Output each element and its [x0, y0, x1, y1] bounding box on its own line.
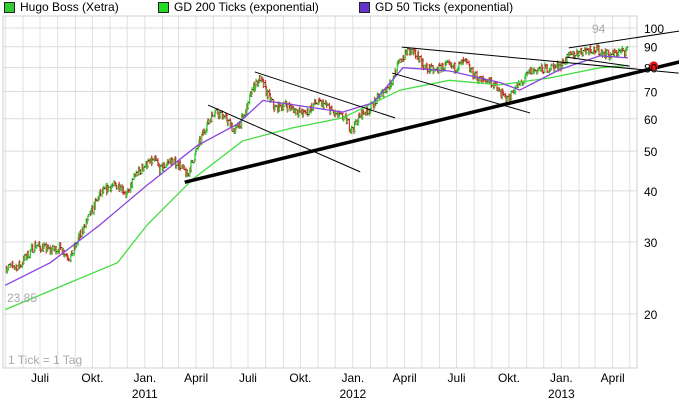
x-tick-label: Juli — [239, 371, 257, 385]
gd50-line — [4, 55, 629, 286]
legend-swatch-price — [4, 1, 15, 13]
trend-line — [184, 60, 679, 184]
x-tick-label: Juli — [448, 371, 466, 385]
moving-averages — [4, 55, 629, 311]
axes: 20 30 40 50 60 70 80 90 100 Juli Okt. Jan. 2011 April… — [31, 22, 664, 401]
trend-lines — [184, 30, 679, 184]
min-price-label: 23,85 — [7, 291, 37, 305]
y-tick-label: 100 — [644, 22, 664, 36]
x-tick-label: Okt. — [81, 371, 103, 385]
plot-border — [2, 15, 638, 369]
x-year-label: 2013 — [548, 387, 575, 401]
y-tick-label: 50 — [644, 145, 658, 159]
x-tick-label: Okt. — [289, 371, 311, 385]
x-tick-label: Jan. — [550, 371, 573, 385]
legend: Hugo Boss (Xetra) GD 200 Ticks (exponent… — [0, 0, 679, 14]
y-tick-label: 30 — [644, 236, 658, 250]
trend-line — [391, 72, 531, 114]
trend-line — [401, 46, 679, 74]
current-price-marker — [649, 61, 659, 71]
price-bars — [5, 44, 629, 274]
x-tick-label: Okt. — [498, 371, 520, 385]
x-tick-label: Juli — [31, 371, 49, 385]
legend-label-gd200: GD 200 Ticks (exponential) — [174, 0, 319, 14]
tick-note: 1 Tick = 1 Tag — [8, 353, 82, 367]
y-tick-label: 90 — [644, 41, 658, 55]
grid — [2, 15, 638, 369]
x-year-label: 2012 — [339, 387, 366, 401]
x-tick-label: April — [184, 371, 208, 385]
y-tick-label: 20 — [644, 308, 658, 322]
legend-swatch-gd50 — [359, 1, 370, 13]
y-tick-label: 60 — [644, 113, 658, 127]
max-price-label: 94 — [592, 22, 606, 36]
x-tick-label: April — [393, 371, 417, 385]
legend-label-gd50: GD 50 Ticks (exponential) — [375, 0, 514, 14]
legend-item-gd200: GD 200 Ticks (exponential) — [158, 0, 319, 14]
y-tick-label: 70 — [644, 85, 658, 99]
y-tick-label: 40 — [644, 185, 658, 199]
x-tick-label: Jan. — [133, 371, 156, 385]
x-tick-label: Jan. — [341, 371, 364, 385]
trend-line — [566, 56, 630, 67]
legend-label-price: Hugo Boss (Xetra) — [20, 0, 119, 14]
x-tick-label: April — [601, 371, 625, 385]
x-year-label: 2011 — [132, 387, 158, 401]
trend-line — [568, 30, 679, 49]
y-tick-label: 80 — [644, 62, 658, 76]
trend-line — [207, 104, 361, 173]
legend-swatch-gd200 — [158, 1, 169, 13]
legend-item-gd50: GD 50 Ticks (exponential) — [359, 0, 513, 14]
trend-line — [254, 71, 396, 119]
legend-item-price: Hugo Boss (Xetra) — [4, 0, 119, 14]
gd200-line — [4, 64, 629, 311]
